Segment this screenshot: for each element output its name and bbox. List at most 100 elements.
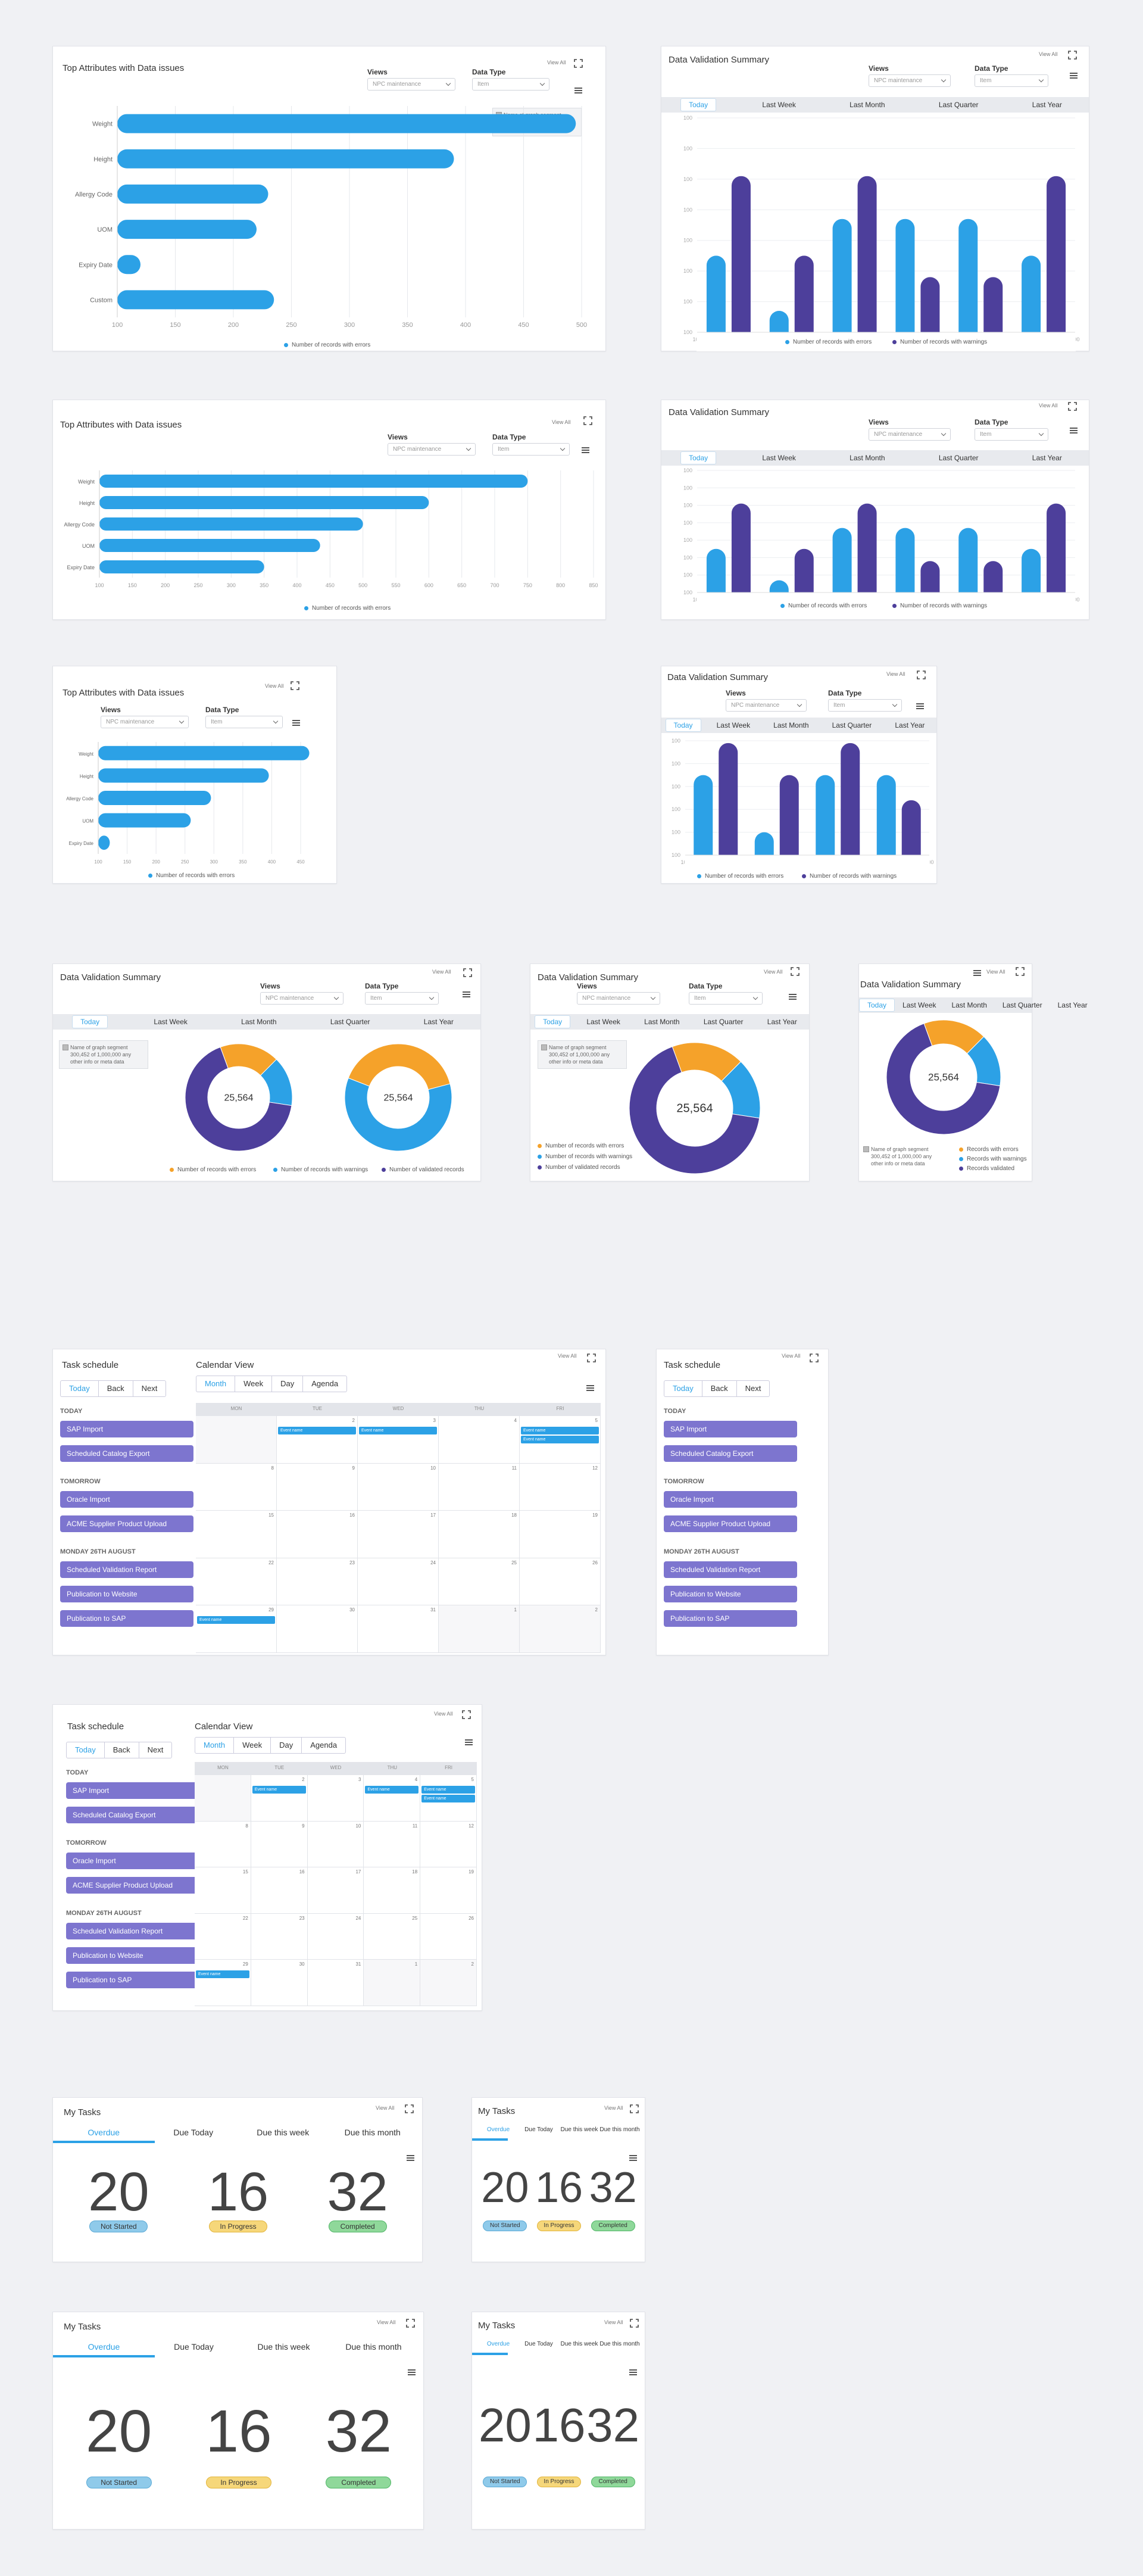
calendar-day[interactable] bbox=[195, 1775, 251, 1822]
view-all-link[interactable]: View All bbox=[552, 419, 571, 425]
calendar-event[interactable]: Event name bbox=[197, 1616, 275, 1624]
tab-last-week[interactable]: Last Week bbox=[716, 721, 751, 729]
tab-last-week[interactable]: Last Week bbox=[586, 1018, 620, 1026]
data-type-select[interactable]: Item bbox=[689, 992, 763, 1005]
tab-last-week[interactable]: Last Week bbox=[762, 454, 796, 462]
calendar-day[interactable]: 10 bbox=[307, 1821, 364, 1868]
task-item[interactable]: Publication to SAP bbox=[66, 1972, 199, 1988]
view-all-link[interactable]: View All bbox=[782, 1353, 801, 1359]
calendar-day[interactable]: 22 bbox=[195, 1913, 251, 1960]
calendar-tab-week[interactable]: Week bbox=[234, 1738, 271, 1753]
tab-last-year[interactable]: Last Year bbox=[423, 1018, 454, 1026]
calendar-day[interactable]: 5 Event name Event name bbox=[420, 1775, 477, 1822]
calendar-day[interactable]: 22 bbox=[196, 1558, 277, 1606]
task-item[interactable]: ACME Supplier Product Upload bbox=[664, 1515, 797, 1532]
task-item[interactable]: Scheduled Validation Report bbox=[66, 1923, 199, 1939]
expand-icon[interactable] bbox=[1067, 50, 1078, 60]
tasks-tab-due-this-week[interactable]: Due this week bbox=[560, 2341, 598, 2347]
task-item[interactable]: ACME Supplier Product Upload bbox=[66, 1877, 199, 1894]
task-item[interactable]: Oracle Import bbox=[664, 1491, 797, 1508]
tab-last-month[interactable]: Last Month bbox=[644, 1018, 680, 1026]
tab-last-year[interactable]: Last Year bbox=[1032, 454, 1062, 462]
calendar-day[interactable]: 24 bbox=[358, 1558, 439, 1606]
tasks-tab-due-this-week[interactable]: Due this week bbox=[257, 2128, 310, 2137]
view-all-link[interactable]: View All bbox=[377, 2319, 396, 2325]
expand-icon[interactable] bbox=[629, 2104, 639, 2114]
menu-icon[interactable] bbox=[973, 970, 981, 976]
calendar-day[interactable]: 2 bbox=[420, 1960, 477, 2006]
task-item[interactable]: Scheduled Catalog Export bbox=[66, 1807, 199, 1823]
tasks-tab-due-today[interactable]: Due Today bbox=[524, 2341, 553, 2347]
expand-icon[interactable] bbox=[461, 1710, 471, 1720]
schedule-nav-today[interactable]: Today bbox=[67, 1742, 105, 1758]
calendar-day[interactable]: 2 Event name bbox=[277, 1416, 358, 1464]
calendar-day[interactable]: 9 bbox=[277, 1463, 358, 1511]
task-item[interactable]: Scheduled Validation Report bbox=[664, 1561, 797, 1578]
views-select[interactable]: NPC maintenance bbox=[869, 428, 951, 441]
task-item[interactable]: Scheduled Catalog Export bbox=[664, 1445, 797, 1462]
tab-last-year[interactable]: Last Year bbox=[895, 721, 925, 729]
views-select[interactable]: NPC maintenance bbox=[101, 716, 189, 728]
calendar-day[interactable]: 19 bbox=[520, 1511, 601, 1558]
task-item[interactable]: SAP Import bbox=[66, 1782, 199, 1799]
calendar-day[interactable]: 11 bbox=[439, 1463, 520, 1511]
tab-last-week[interactable]: Last Week bbox=[902, 1001, 936, 1009]
task-item[interactable]: Scheduled Catalog Export bbox=[60, 1445, 193, 1462]
view-all-link[interactable]: View All bbox=[547, 60, 566, 66]
data-type-select[interactable]: Item bbox=[975, 428, 1048, 441]
tab-last-week[interactable]: Last Week bbox=[154, 1018, 188, 1026]
expand-icon[interactable] bbox=[404, 2104, 414, 2114]
expand-icon[interactable] bbox=[405, 2318, 416, 2328]
expand-icon[interactable] bbox=[790, 966, 800, 977]
tasks-tab-due-this-week[interactable]: Due this week bbox=[560, 2126, 598, 2133]
calendar-day[interactable]: 4 bbox=[439, 1416, 520, 1464]
calendar-event[interactable]: Event name bbox=[252, 1786, 306, 1794]
menu-icon[interactable] bbox=[292, 720, 300, 726]
schedule-nav-today[interactable]: Today bbox=[664, 1381, 702, 1396]
calendar-event[interactable]: Event name bbox=[359, 1427, 437, 1434]
calendar-day[interactable]: 3 Event name bbox=[358, 1416, 439, 1464]
calendar-day[interactable]: 17 bbox=[358, 1511, 439, 1558]
calendar-day[interactable]: 23 bbox=[251, 1913, 308, 1960]
tasks-tab-due-this-week[interactable]: Due this week bbox=[257, 2342, 310, 2352]
calendar-day[interactable]: 1 bbox=[364, 1960, 421, 2006]
tasks-tab-due-today[interactable]: Due Today bbox=[173, 2128, 214, 2137]
menu-icon[interactable] bbox=[916, 703, 924, 709]
tab-today[interactable]: Today bbox=[680, 451, 717, 464]
tasks-tab-due-this-month[interactable]: Due this month bbox=[599, 2341, 640, 2347]
view-all-link[interactable]: View All bbox=[265, 683, 284, 689]
views-select[interactable]: NPC maintenance bbox=[388, 443, 476, 456]
views-select[interactable]: NPC maintenance bbox=[260, 992, 343, 1005]
view-all-link[interactable]: View All bbox=[434, 1711, 453, 1717]
expand-icon[interactable] bbox=[290, 681, 300, 691]
calendar-tab-week[interactable]: Week bbox=[235, 1376, 273, 1392]
view-all-link[interactable]: View All bbox=[764, 969, 783, 975]
calendar-day[interactable]: 26 bbox=[520, 1558, 601, 1606]
tab-last-month[interactable]: Last Month bbox=[850, 101, 885, 109]
calendar-day[interactable]: 15 bbox=[195, 1867, 251, 1914]
menu-icon[interactable] bbox=[789, 994, 797, 1000]
menu-icon[interactable] bbox=[1070, 73, 1078, 79]
calendar-day[interactable]: 17 bbox=[307, 1867, 364, 1914]
expand-icon[interactable] bbox=[1067, 401, 1078, 411]
tab-last-quarter[interactable]: Last Quarter bbox=[832, 721, 872, 729]
menu-icon[interactable] bbox=[1070, 428, 1078, 434]
view-all-link[interactable]: View All bbox=[886, 671, 905, 677]
tab-last-month[interactable]: Last Month bbox=[850, 454, 885, 462]
view-all-link[interactable]: View All bbox=[1039, 51, 1058, 57]
calendar-day[interactable]: 31 bbox=[307, 1960, 364, 2006]
tasks-tab-overdue[interactable]: Overdue bbox=[88, 2342, 120, 2352]
menu-icon[interactable] bbox=[629, 2369, 637, 2375]
data-type-select[interactable]: Item bbox=[975, 74, 1048, 87]
tab-today[interactable]: Today bbox=[72, 1015, 108, 1028]
calendar-day[interactable]: 15 bbox=[196, 1511, 277, 1558]
expand-icon[interactable] bbox=[809, 1353, 819, 1363]
calendar-tab-month[interactable]: Month bbox=[195, 1738, 235, 1753]
tab-last-week[interactable]: Last Week bbox=[762, 101, 796, 109]
calendar-event[interactable]: Event name bbox=[196, 1970, 249, 1979]
tasks-tab-due-today[interactable]: Due Today bbox=[524, 2126, 553, 2133]
calendar-day[interactable]: 10 bbox=[358, 1463, 439, 1511]
calendar-day[interactable]: 19 bbox=[420, 1867, 477, 1914]
schedule-nav-next[interactable]: Next bbox=[141, 1384, 158, 1393]
expand-icon[interactable] bbox=[586, 1353, 597, 1363]
